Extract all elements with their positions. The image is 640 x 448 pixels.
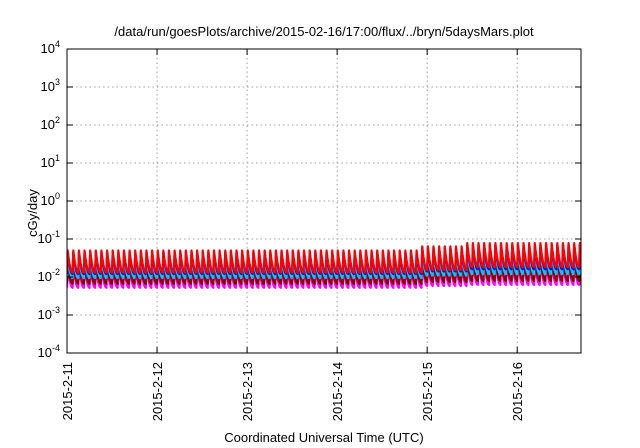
y-tick-label: 10-3 xyxy=(38,305,60,322)
y-tick-label: 103 xyxy=(41,77,60,94)
y-tick-label: 10-2 xyxy=(38,267,60,284)
x-tick-label: 2015-2-11 xyxy=(60,362,75,420)
x-tick-label: 2015-2-15 xyxy=(420,362,435,421)
x-axis-label: Coordinated Universal Time (UTC) xyxy=(224,430,423,445)
y-tick-label: 100 xyxy=(41,191,60,208)
chart-title: /data/run/goesPlots/archive/2015-02-16/1… xyxy=(114,24,534,39)
x-tick-label: 2015-2-12 xyxy=(150,362,165,421)
x-tick-label: 2015-2-13 xyxy=(240,362,255,421)
x-tick-label: 2015-2-16 xyxy=(510,362,525,421)
y-axis-label: cGy/day xyxy=(25,189,40,237)
y-tick-label: 102 xyxy=(41,115,60,132)
axes: 10-4 10-3 10-2 10-1 100 101 102 103 104 2015-2-11… xyxy=(38,39,582,421)
plot-border xyxy=(66,48,582,354)
data-series-line-5 xyxy=(67,242,581,274)
data-series-group xyxy=(67,242,581,289)
y-tick-label: 10-1 xyxy=(38,229,60,246)
y-tick-label: 101 xyxy=(41,153,60,170)
y-tick-label: 104 xyxy=(41,39,60,56)
x-tick-label: 2015-2-14 xyxy=(330,362,345,421)
y-tick-label: 10-4 xyxy=(38,343,60,360)
